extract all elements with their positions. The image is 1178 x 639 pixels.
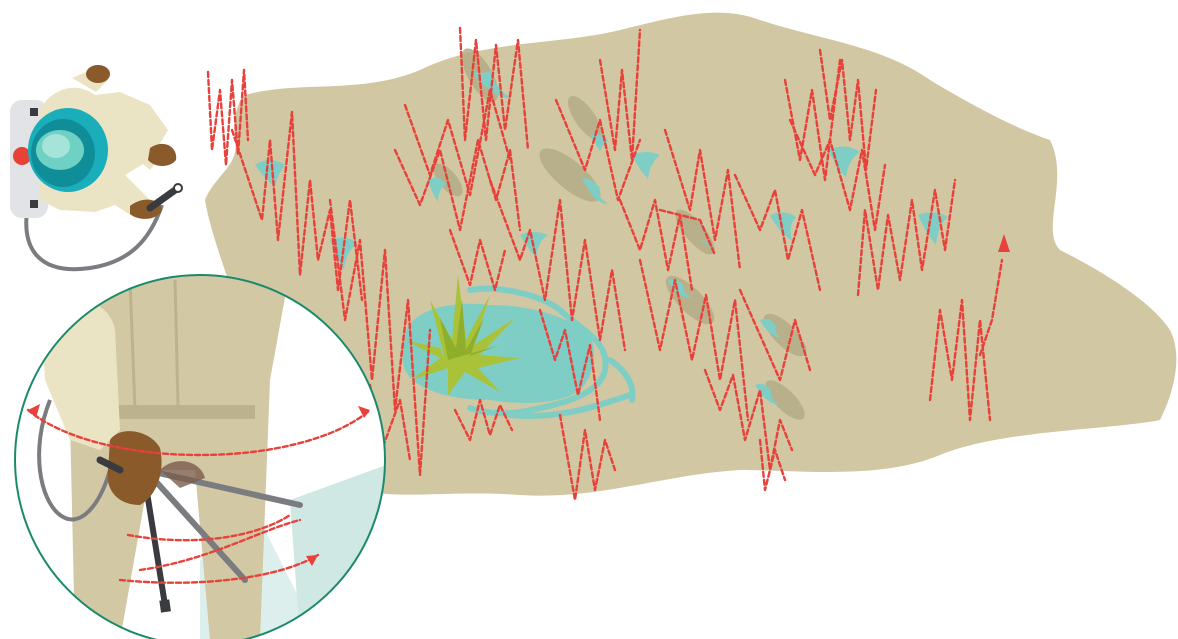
walking-path-arrow-icon — [998, 234, 1010, 252]
weed-clump-icon — [405, 275, 520, 395]
magnified-inset-icon — [14, 274, 386, 639]
puddle-shadows — [433, 48, 807, 420]
spray-walking-trails — [206, 26, 1004, 502]
operator-topdown-icon — [10, 65, 183, 272]
